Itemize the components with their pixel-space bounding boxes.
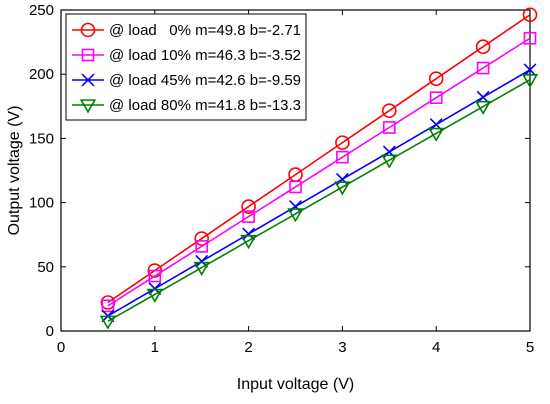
- data-point-circle: [335, 135, 350, 150]
- legend-label: @ load 80% m=41.8 b=-13.3: [109, 97, 301, 114]
- data-point-square: [101, 299, 115, 313]
- data-point-circle: [522, 7, 538, 23]
- data-point-triangle: [334, 181, 351, 196]
- y-axis-label: Output voltage (V): [6, 106, 23, 236]
- x-tick-label: 1: [151, 339, 159, 356]
- data-point-square: [382, 121, 396, 134]
- series-layer: [99, 7, 539, 330]
- data-point-x: [81, 73, 95, 87]
- x-tick-label: 4: [432, 339, 440, 356]
- y-axis: 0 50 100 150 200 250: [29, 2, 530, 340]
- data-point-circle: [194, 231, 209, 246]
- series-line: [107, 37, 531, 307]
- legend-entry: @ load 10% m=46.3 b=-3.52: [72, 47, 301, 64]
- series-4: [99, 74, 539, 330]
- data-point-triangle: [474, 100, 492, 115]
- data-point-triangle: [193, 261, 210, 276]
- data-point-circle: [147, 263, 163, 278]
- data-point-circle: [428, 71, 444, 86]
- y-tick-label: 250: [29, 2, 54, 19]
- data-point-circle: [80, 22, 96, 38]
- legend-box: [65, 13, 307, 121]
- y-tick-label: 100: [29, 195, 54, 212]
- data-point-circle: [475, 39, 491, 55]
- legend-entry: @ load 45% m=42.6 b=-9.59: [72, 72, 301, 89]
- legend-entry: @ load 80% m=41.8 b=-13.3: [72, 97, 301, 114]
- plot-area: [60, 9, 531, 332]
- data-point-circle: [381, 103, 397, 118]
- data-point-triangle: [99, 315, 117, 330]
- series-line: [107, 14, 531, 304]
- x-tick-label: 5: [526, 339, 534, 356]
- data-point-circle: [241, 199, 256, 214]
- data-point-square: [289, 180, 302, 194]
- data-point-x: [335, 172, 349, 186]
- x-axis: 0 1 2 3 4 5: [57, 10, 534, 356]
- data-point-square: [476, 61, 490, 75]
- x-tick-label: 2: [244, 339, 252, 356]
- legend-label: @ load 0% m=49.8 b=-2.71: [109, 22, 301, 39]
- series-3: [101, 63, 537, 323]
- data-point-triangle: [79, 99, 97, 114]
- x-tick-label: 3: [338, 339, 346, 356]
- legend-label: @ load 10% m=46.3 b=-3.52: [109, 47, 301, 64]
- data-point-square: [336, 150, 349, 164]
- y-tick-label: 0: [46, 323, 54, 340]
- data-point-square: [429, 91, 443, 105]
- data-point-square: [523, 31, 537, 45]
- data-point-triangle: [240, 235, 257, 250]
- data-point-square: [81, 48, 95, 62]
- series-1: [100, 7, 538, 310]
- data-point-triangle: [146, 288, 164, 303]
- data-point-triangle: [381, 154, 398, 169]
- y-tick-label: 150: [29, 130, 54, 147]
- data-point-square: [242, 210, 255, 223]
- series-2: [101, 31, 537, 313]
- series-line: [107, 79, 531, 322]
- data-point-triangle: [521, 74, 539, 89]
- x-axis-label: Input voltage (V): [237, 376, 354, 393]
- data-point-triangle: [287, 208, 304, 223]
- legend-entry: @ load 0% m=49.8 b=-2.71: [72, 22, 301, 39]
- legend-label: @ load 45% m=42.6 b=-9.59: [109, 72, 301, 89]
- plot-frame: [60, 9, 531, 332]
- legend: @ load 0% m=49.8 b=-2.71 @ load 10% m=46.…: [65, 13, 307, 121]
- data-point-square: [195, 240, 209, 253]
- series-line: [107, 69, 531, 317]
- data-point-x: [523, 63, 537, 77]
- x-tick-label: 0: [57, 339, 65, 356]
- data-point-triangle: [427, 127, 445, 142]
- data-point-square: [148, 269, 162, 283]
- y-tick-label: 200: [29, 66, 54, 83]
- data-point-x: [289, 200, 302, 213]
- y-tick-label: 50: [37, 259, 54, 276]
